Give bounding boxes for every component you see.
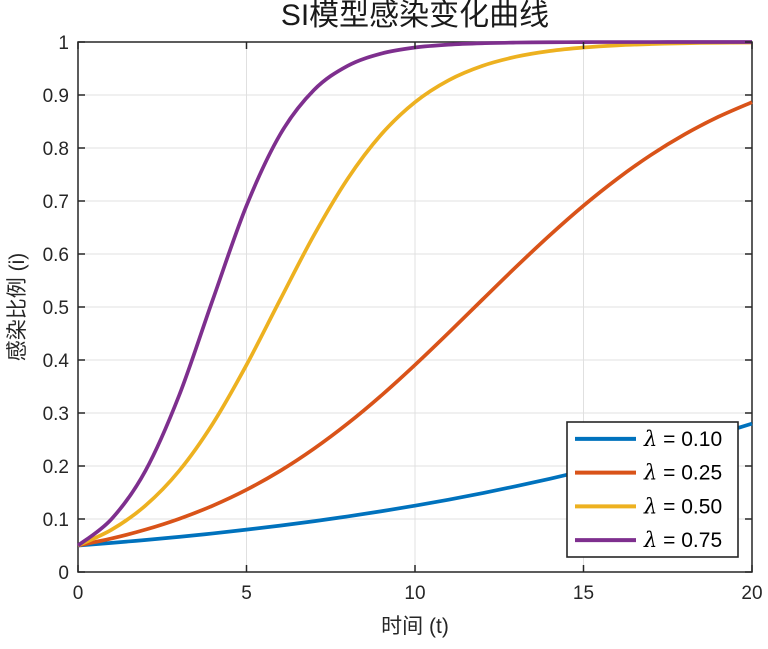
y-tick-label-0.9: 0.9 — [43, 86, 69, 107]
y-tick-label-0.7: 0.7 — [43, 192, 69, 213]
curve-lambda-0.5 — [77, 40, 753, 548]
y-tick-label-0.4: 0.4 — [43, 351, 70, 372]
legend: λ = 0.10 λ = 0.25 λ = 0.50 λ = 0.75 — [566, 421, 739, 558]
chart-title: SI模型感染变化曲线 — [280, 0, 550, 32]
legend-entry-label: λ = 0.50 — [643, 494, 722, 518]
legend-entry-label: λ = 0.75 — [643, 528, 722, 552]
y-tick-label-0.6: 0.6 — [43, 245, 69, 266]
curve-lambda-0.75 — [76, 40, 752, 547]
x-tick-label-5: 5 — [241, 583, 252, 604]
x-tick-label-20: 20 — [741, 583, 762, 604]
legend-entry-lambda-0.5: λ = 0.50 — [575, 494, 722, 518]
legend-box — [566, 421, 739, 558]
y-tick-label-0.8: 0.8 — [43, 139, 69, 160]
curve-lambda-0.25 — [77, 100, 753, 548]
y-tick-label-0.5: 0.5 — [43, 298, 69, 319]
y-tick-label-0.2: 0.2 — [43, 457, 69, 478]
x-tick-label-0: 0 — [73, 583, 84, 604]
legend-entry-lambda-0.1: λ = 0.10 — [575, 427, 722, 451]
x-tick-label-15: 15 — [573, 583, 594, 604]
legend-entry-label: λ = 0.10 — [643, 427, 722, 451]
legend-entry-lambda-0.25: λ = 0.25 — [575, 461, 722, 485]
y-tick-label-0.1: 0.1 — [43, 510, 69, 531]
x-axis-label: 时间 (t) — [381, 615, 449, 638]
x-tick-label-10: 10 — [404, 583, 425, 604]
legend-entry-lambda-0.75: λ = 0.75 — [575, 528, 722, 552]
y-tick-label-0.3: 0.3 — [43, 404, 69, 425]
y-axis-label: 感染比例 (i) — [6, 252, 29, 362]
legend-entry-label: λ = 0.25 — [643, 461, 722, 485]
y-tick-label-0: 0 — [58, 563, 69, 584]
y-tick-label-1: 1 — [58, 33, 69, 54]
